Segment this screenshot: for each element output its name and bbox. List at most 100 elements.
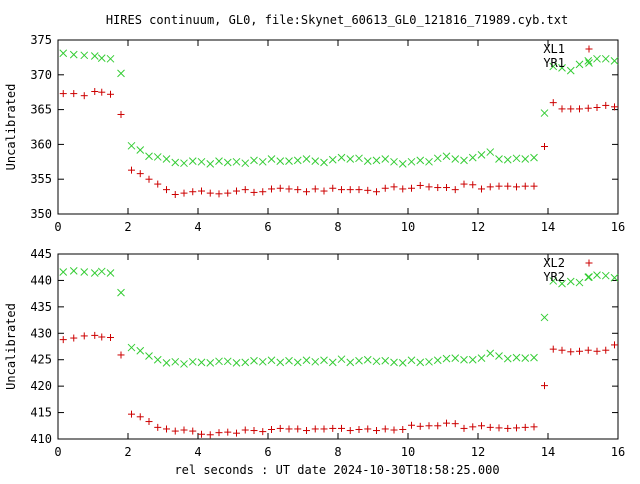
data-point-xl1	[241, 186, 249, 194]
data-point-yr1	[258, 157, 267, 166]
data-point-xl1	[486, 183, 494, 191]
data-point-xl2	[451, 420, 459, 428]
data-point-yr2	[593, 271, 601, 279]
data-point-yr1	[59, 49, 68, 58]
data-point-xl1	[530, 182, 538, 190]
data-point-yr2	[575, 278, 584, 287]
data-point-xl1	[171, 191, 179, 199]
data-point-xl1	[136, 170, 144, 178]
y-tick-label: 435	[30, 300, 52, 314]
data-point-xl2	[224, 428, 232, 436]
data-point-xl1	[268, 185, 275, 193]
data-point-yr2	[59, 268, 68, 276]
data-point-yr2	[293, 358, 302, 367]
data-point-xl2	[338, 424, 345, 432]
data-point-xl2	[268, 425, 275, 433]
data-point-yr1	[503, 155, 512, 164]
data-point-yr1	[153, 153, 162, 161]
data-point-yr2	[407, 356, 416, 365]
data-point-yr2	[601, 271, 610, 280]
legend-label: YR1	[543, 56, 565, 70]
data-point-xl1	[416, 181, 424, 189]
data-point-xl2	[486, 423, 494, 431]
data-point-yr2	[171, 357, 180, 366]
data-point-yr2	[162, 359, 171, 367]
x-tick-label: 12	[471, 445, 485, 459]
data-point-yr1	[575, 60, 584, 69]
data-point-xl1	[460, 180, 468, 188]
data-point-xl2	[154, 423, 162, 431]
lower-panel: 0 2 4 6 8 10 12 14 16 410 415 420 425 430 435 440 445 Unc…	[4, 247, 625, 459]
data-point-yr2	[127, 343, 136, 352]
data-point-yr1	[372, 156, 381, 165]
data-point-xl2	[117, 351, 125, 359]
data-point-yr2	[311, 357, 320, 366]
data-point-yr2	[558, 279, 566, 288]
data-point-yr2	[451, 354, 460, 362]
data-point-yr2	[372, 357, 381, 366]
data-point-yr2	[503, 354, 512, 363]
data-point-yr1	[97, 54, 106, 62]
data-point-xl1	[346, 186, 354, 194]
data-point-xl1	[558, 105, 566, 113]
data-point-yr2	[241, 358, 250, 367]
data-point-xl2	[198, 430, 205, 438]
data-point-yr1	[69, 50, 78, 59]
data-point-yr1	[241, 159, 250, 168]
data-point-xl2	[541, 382, 548, 390]
data-point-yr1	[80, 51, 89, 60]
data-point-yr2	[80, 268, 89, 276]
data-point-xl2	[373, 427, 380, 435]
data-point-xl2	[425, 422, 433, 430]
x-tick-label: 0	[54, 220, 61, 234]
data-point-xl2	[469, 423, 477, 431]
data-point-yr2	[495, 352, 503, 360]
data-point-xl2	[98, 333, 106, 341]
data-point-yr2	[416, 358, 425, 367]
data-point-yr2	[250, 356, 258, 365]
data-point-yr2	[337, 355, 346, 364]
data-point-xl1	[549, 99, 557, 107]
x-tick-label: 0	[54, 445, 61, 459]
data-point-xl2	[593, 347, 601, 355]
data-point-yr1	[451, 155, 460, 163]
y-axis-label: Uncalibrated	[4, 303, 18, 390]
data-point-yr2	[512, 353, 521, 362]
data-point-xl2	[346, 427, 354, 435]
x-tick-label: 12	[471, 220, 485, 234]
data-point-xl1	[250, 188, 258, 196]
data-point-xl1	[70, 90, 78, 98]
data-point-xl1	[390, 183, 398, 191]
data-point-xl2	[163, 425, 170, 433]
y-tick-label: 425	[30, 353, 52, 367]
data-point-xl2	[390, 426, 398, 434]
data-point-yr2	[136, 346, 145, 355]
data-point-yr1	[398, 160, 407, 168]
data-point-yr2	[145, 352, 153, 360]
y-tick-label: 370	[30, 68, 52, 82]
upper-panel: 0 2 4 6 8 10 12 14 16 350 355 360 365 370 375 Uncalibra…	[4, 33, 625, 234]
data-point-xl1	[276, 184, 284, 192]
data-point-yr2	[180, 360, 188, 368]
data-point-yr1	[610, 57, 619, 65]
data-point-yr1	[162, 155, 171, 163]
data-point-xl2	[558, 346, 566, 354]
y-tick-label: 430	[30, 326, 52, 340]
x-tick-label: 16	[611, 220, 625, 234]
y-tick-label: 350	[30, 207, 52, 221]
data-point-xl2	[107, 334, 114, 342]
data-point-yr1	[477, 150, 486, 159]
data-point-xl2	[567, 348, 575, 356]
data-point-xl2	[408, 421, 415, 429]
data-point-xl1	[233, 187, 240, 195]
data-point-yr1	[442, 152, 451, 161]
data-point-yr2	[153, 355, 162, 364]
data-point-xl2	[250, 427, 258, 435]
data-point-xl1	[373, 188, 380, 196]
data-point-yr2	[197, 358, 206, 367]
y-tick-label: 420	[30, 379, 52, 393]
data-point-yr2	[232, 359, 241, 367]
y-tick-label: 355	[30, 172, 52, 186]
data-point-yr1	[381, 155, 390, 163]
